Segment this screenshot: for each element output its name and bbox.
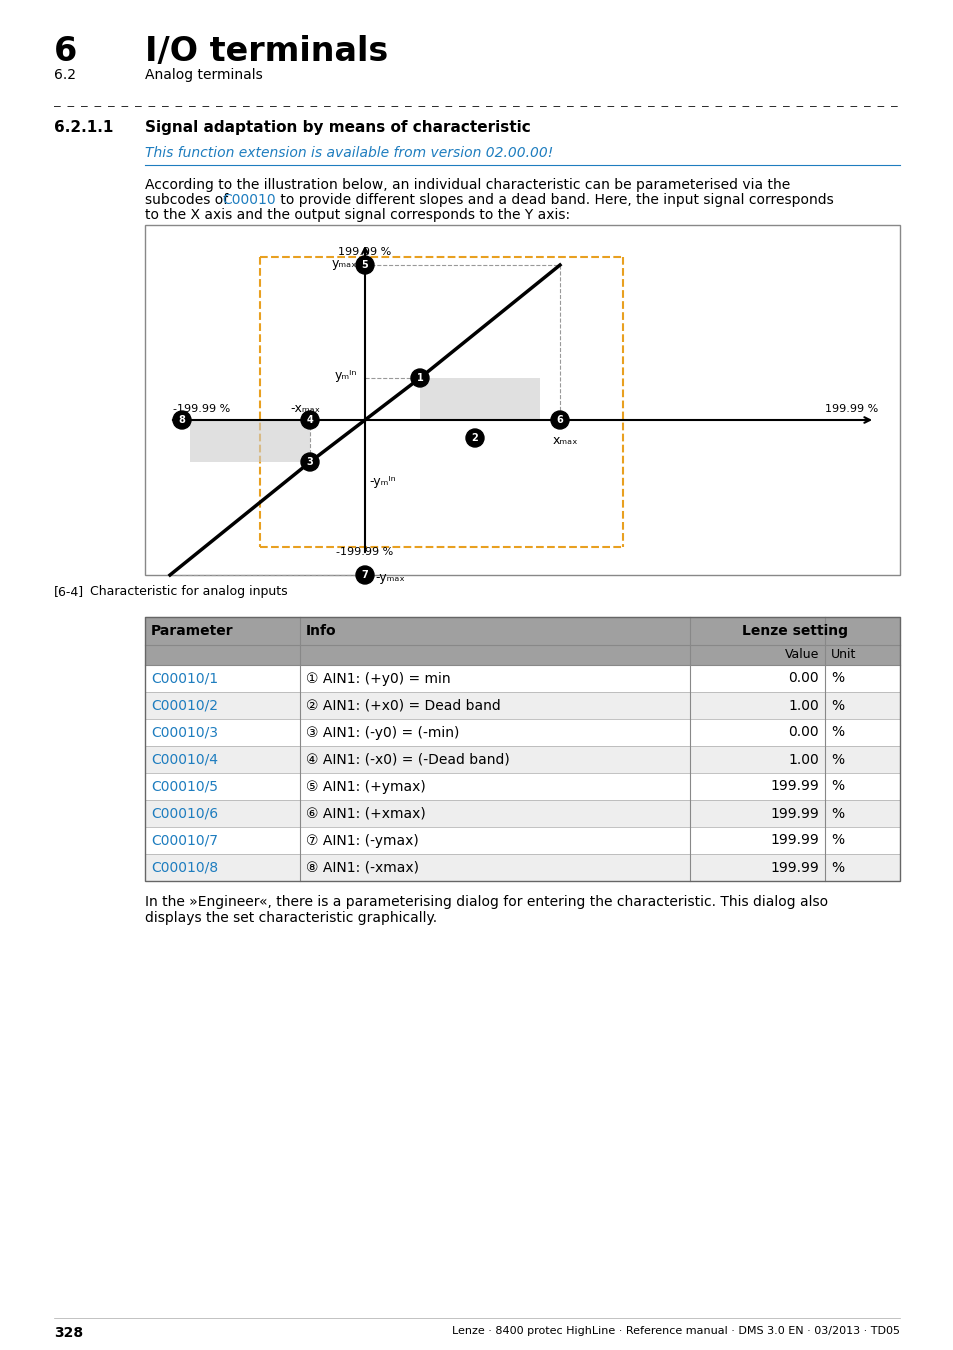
Text: %: % [830, 833, 843, 848]
Bar [145, 645, 899, 666]
Text: Unit: Unit [830, 648, 856, 662]
Text: to provide different slopes and a dead band. Here, the input signal corresponds: to provide different slopes and a dead b… [275, 193, 833, 207]
Text: C00010: C00010 [222, 193, 275, 207]
Text: _ _ _ _ _ _ _ _ _ _ _ _ _ _ _ _ _ _ _ _ _ _ _ _ _ _ _ _ _ _ _ _ _ _ _ _ _ _ _ _ : _ _ _ _ _ _ _ _ _ _ _ _ _ _ _ _ _ _ _ _ … [54, 96, 903, 107]
Text: 6: 6 [556, 414, 563, 425]
Text: -yₘᴵⁿ: -yₘᴵⁿ [369, 475, 395, 487]
Circle shape [411, 369, 429, 387]
Text: 1.00: 1.00 [787, 698, 818, 713]
Text: C00010/2: C00010/2 [151, 698, 218, 713]
Text: %: % [830, 725, 843, 740]
Text: Parameter: Parameter [151, 624, 233, 639]
Text: 1: 1 [416, 373, 423, 383]
Text: xₘₐₓ: xₘₐₓ [552, 433, 578, 447]
Text: C00010/1: C00010/1 [151, 671, 218, 686]
Text: 6.2: 6.2 [54, 68, 76, 82]
Text: C00010/3: C00010/3 [151, 725, 218, 740]
Text: 199.99 %: 199.99 % [338, 247, 392, 256]
Bar [145, 774, 899, 801]
Text: ⑥ AIN1: (+xmax): ⑥ AIN1: (+xmax) [306, 806, 425, 821]
Text: This function extension is available from version 02.00.00!: This function extension is available fro… [145, 146, 553, 161]
Text: Info: Info [306, 624, 336, 639]
Bar [190, 420, 310, 462]
Bar [145, 801, 899, 828]
Bar [145, 747, 899, 774]
Text: yₘᴵⁿ: yₘᴵⁿ [335, 370, 356, 382]
Text: 6.2.1.1: 6.2.1.1 [54, 120, 113, 135]
Text: ⑧ AIN1: (-xmax): ⑧ AIN1: (-xmax) [306, 860, 418, 875]
Text: 199.99: 199.99 [769, 779, 818, 794]
Text: Lenze · 8400 protec HighLine · Reference manual · DMS 3.0 EN · 03/2013 · TD05: Lenze · 8400 protec HighLine · Reference… [452, 1326, 899, 1336]
Text: %: % [830, 860, 843, 875]
Text: [6-4]: [6-4] [54, 585, 84, 598]
Bar [145, 828, 899, 855]
Circle shape [551, 410, 568, 429]
Text: 2: 2 [471, 433, 477, 443]
Text: 199.99: 199.99 [769, 833, 818, 848]
Text: 0.00: 0.00 [787, 671, 818, 686]
Text: ① AIN1: (+y0) = min: ① AIN1: (+y0) = min [306, 671, 450, 686]
Text: 199.99 %: 199.99 % [824, 404, 877, 414]
Text: Signal adaptation by means of characteristic: Signal adaptation by means of characteri… [145, 120, 530, 135]
Bar [145, 720, 899, 747]
Text: 1.00: 1.00 [787, 752, 818, 767]
Text: yₘₐₓ: yₘₐₓ [331, 256, 356, 270]
Text: According to the illustration below, an individual characteristic can be paramet: According to the illustration below, an … [145, 178, 789, 192]
Text: %: % [830, 779, 843, 794]
Text: C00010/5: C00010/5 [151, 779, 218, 794]
Text: 5: 5 [361, 261, 368, 270]
Text: C00010/8: C00010/8 [151, 860, 218, 875]
Text: ⑤ AIN1: (+ymax): ⑤ AIN1: (+ymax) [306, 779, 425, 794]
Text: Characteristic for analog inputs: Characteristic for analog inputs [90, 585, 287, 598]
Text: ③ AIN1: (-y0) = (-min): ③ AIN1: (-y0) = (-min) [306, 725, 459, 740]
Text: Analog terminals: Analog terminals [145, 68, 262, 82]
Text: C00010/7: C00010/7 [151, 833, 218, 848]
Text: -199.99 %: -199.99 % [172, 404, 230, 414]
Text: C00010/4: C00010/4 [151, 752, 218, 767]
Text: 199.99: 199.99 [769, 806, 818, 821]
Text: %: % [830, 806, 843, 821]
Text: -199.99 %: -199.99 % [336, 547, 394, 558]
Text: ⑦ AIN1: (-ymax): ⑦ AIN1: (-ymax) [306, 833, 418, 848]
Bar [145, 617, 899, 645]
Text: I/O terminals: I/O terminals [145, 35, 388, 68]
Bar [145, 225, 899, 575]
Text: Value: Value [783, 648, 818, 662]
Bar [145, 693, 899, 720]
Text: 4: 4 [306, 414, 313, 425]
Text: 6: 6 [54, 35, 77, 68]
Text: 0.00: 0.00 [787, 725, 818, 740]
Text: ④ AIN1: (-x0) = (-Dead band): ④ AIN1: (-x0) = (-Dead band) [306, 752, 509, 767]
Circle shape [355, 566, 374, 585]
Bar [145, 666, 899, 693]
Text: 7: 7 [361, 570, 368, 580]
Text: to the X axis and the output signal corresponds to the Y axis:: to the X axis and the output signal corr… [145, 208, 570, 221]
Text: %: % [830, 671, 843, 686]
Text: 3: 3 [306, 458, 313, 467]
Circle shape [301, 410, 318, 429]
Text: In the »Engineer«, there is a parameterising dialog for entering the characteris: In the »Engineer«, there is a parameteri… [145, 895, 827, 909]
Text: 199.99: 199.99 [769, 860, 818, 875]
Text: ② AIN1: (+x0) = Dead band: ② AIN1: (+x0) = Dead band [306, 698, 500, 713]
Text: 328: 328 [54, 1326, 83, 1341]
Text: %: % [830, 752, 843, 767]
Circle shape [465, 429, 483, 447]
Text: C00010/6: C00010/6 [151, 806, 218, 821]
Text: -yₘₐₓ: -yₘₐₓ [375, 571, 404, 583]
Bar [145, 617, 899, 882]
Circle shape [172, 410, 191, 429]
Text: Lenze setting: Lenze setting [741, 624, 847, 639]
Text: %: % [830, 698, 843, 713]
Circle shape [355, 256, 374, 274]
Circle shape [301, 454, 318, 471]
Text: 8: 8 [178, 414, 185, 425]
Bar [419, 378, 539, 420]
Text: displays the set characteristic graphically.: displays the set characteristic graphica… [145, 911, 436, 925]
Text: subcodes of: subcodes of [145, 193, 228, 207]
Text: -xₘₐₓ: -xₘₐₓ [290, 402, 319, 414]
Bar [145, 855, 899, 882]
